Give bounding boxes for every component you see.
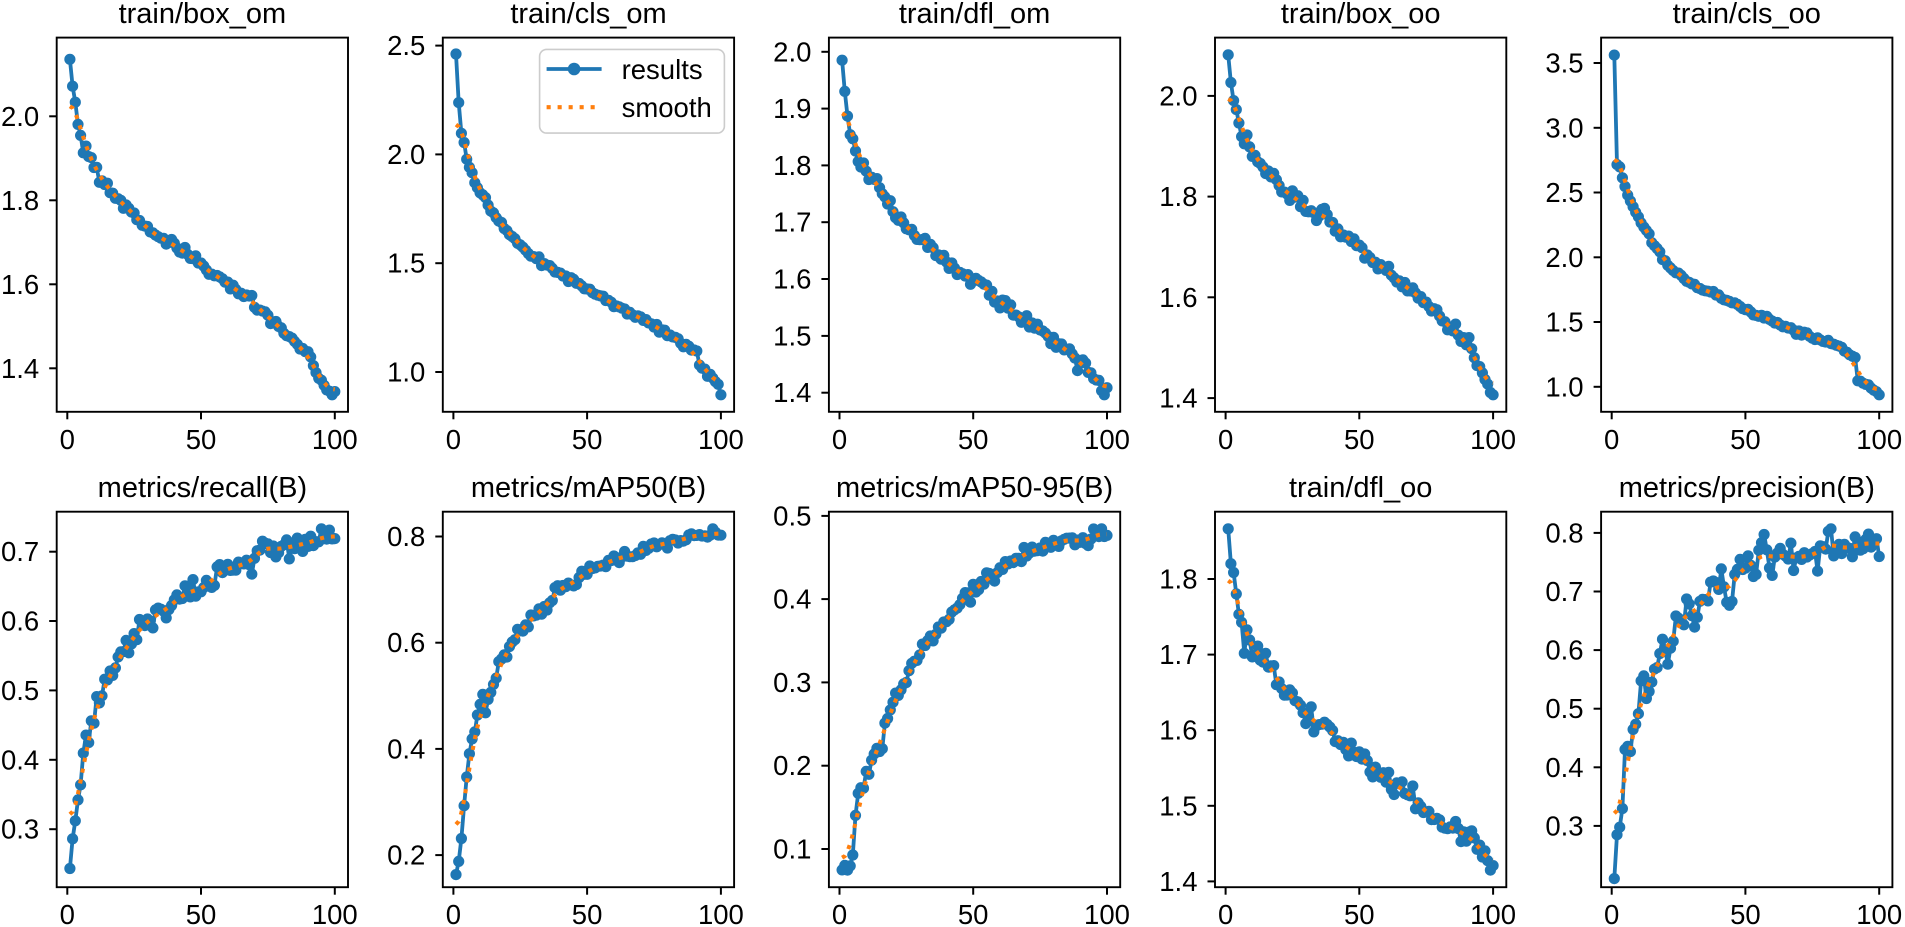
svg-text:50: 50 [572,899,603,927]
svg-text:train/cls_oo: train/cls_oo [1673,0,1821,30]
svg-text:1.6: 1.6 [1,269,39,300]
svg-text:2.0: 2.0 [773,36,811,67]
svg-text:50: 50 [572,424,603,455]
svg-text:0.8: 0.8 [387,521,425,552]
svg-text:0: 0 [1218,424,1233,455]
svg-text:0.1: 0.1 [773,834,811,865]
svg-text:train/dfl_om: train/dfl_om [899,0,1051,30]
svg-text:0.6: 0.6 [1545,635,1583,666]
svg-text:train/cls_om: train/cls_om [510,0,666,30]
svg-text:1.7: 1.7 [1159,639,1197,670]
svg-text:2.5: 2.5 [1545,177,1583,208]
svg-text:1.5: 1.5 [1159,790,1197,821]
svg-text:0.5: 0.5 [1,675,39,706]
svg-text:1.4: 1.4 [773,377,811,408]
svg-text:100: 100 [1084,424,1130,455]
svg-text:1.8: 1.8 [1159,564,1197,595]
svg-text:0.6: 0.6 [1,606,39,637]
svg-text:metrics/mAP50(B): metrics/mAP50(B) [471,472,706,504]
svg-text:metrics/mAP50-95(B): metrics/mAP50-95(B) [836,472,1113,504]
svg-text:0.5: 0.5 [1545,693,1583,724]
svg-text:train/box_oo: train/box_oo [1281,0,1441,30]
svg-text:2.5: 2.5 [387,30,425,61]
svg-text:1.0: 1.0 [387,357,425,388]
svg-text:1.6: 1.6 [1159,715,1197,746]
svg-text:0.7: 0.7 [1545,576,1583,607]
svg-text:0.3: 0.3 [1545,810,1583,841]
svg-text:50: 50 [1344,899,1375,927]
svg-text:100: 100 [698,424,744,455]
svg-text:0.3: 0.3 [1,814,39,845]
svg-text:1.4: 1.4 [1159,866,1197,897]
svg-text:1.7: 1.7 [773,207,811,238]
svg-text:1.8: 1.8 [1159,181,1197,212]
svg-text:0.6: 0.6 [387,627,425,658]
svg-text:2.0: 2.0 [1545,242,1583,273]
svg-text:100: 100 [1856,899,1902,927]
svg-text:1.6: 1.6 [773,264,811,295]
svg-text:50: 50 [186,424,217,455]
svg-text:0.8: 0.8 [1545,517,1583,548]
svg-text:1.8: 1.8 [773,150,811,181]
svg-text:0.4: 0.4 [1,744,39,775]
svg-text:results: results [622,54,703,85]
svg-text:50: 50 [1344,424,1375,455]
svg-text:0: 0 [832,424,847,455]
svg-text:1.5: 1.5 [773,320,811,351]
svg-text:0.3: 0.3 [773,667,811,698]
svg-text:0: 0 [1218,899,1233,927]
svg-text:0: 0 [1604,899,1619,927]
svg-text:0: 0 [1604,424,1619,455]
svg-text:1.8: 1.8 [1,185,39,216]
svg-text:100: 100 [698,899,744,927]
svg-text:3.5: 3.5 [1545,48,1583,79]
svg-text:0: 0 [446,424,461,455]
svg-text:1.4: 1.4 [1,353,39,384]
svg-text:1.5: 1.5 [1545,307,1583,338]
svg-text:0.7: 0.7 [1,536,39,567]
svg-text:50: 50 [958,899,989,927]
svg-text:50: 50 [186,899,217,927]
svg-text:50: 50 [958,424,989,455]
svg-text:2.0: 2.0 [1,101,39,132]
svg-text:100: 100 [1470,899,1516,927]
svg-text:metrics/precision(B): metrics/precision(B) [1619,472,1875,504]
svg-text:2.0: 2.0 [1159,80,1197,111]
svg-text:50: 50 [1730,899,1761,927]
svg-text:1.4: 1.4 [1159,383,1197,414]
svg-text:0.2: 0.2 [773,750,811,781]
svg-text:0: 0 [832,899,847,927]
svg-text:0.4: 0.4 [773,584,811,615]
svg-text:smooth: smooth [622,92,712,123]
svg-text:0: 0 [60,899,75,927]
svg-text:1.5: 1.5 [387,248,425,279]
svg-text:1.6: 1.6 [1159,282,1197,313]
svg-text:100: 100 [1856,424,1902,455]
svg-text:100: 100 [312,899,358,927]
svg-text:0: 0 [446,899,461,927]
svg-text:100: 100 [1470,424,1516,455]
svg-text:0.2: 0.2 [387,840,425,871]
svg-text:50: 50 [1730,424,1761,455]
svg-text:0.5: 0.5 [773,500,811,531]
svg-text:3.0: 3.0 [1545,112,1583,143]
svg-text:metrics/recall(B): metrics/recall(B) [98,472,307,504]
svg-text:0.4: 0.4 [1545,752,1583,783]
svg-text:1.9: 1.9 [773,93,811,124]
svg-text:1.0: 1.0 [1545,371,1583,402]
svg-text:100: 100 [312,424,358,455]
svg-text:0.4: 0.4 [387,733,425,764]
svg-text:0: 0 [60,424,75,455]
svg-text:100: 100 [1084,899,1130,927]
svg-text:train/dfl_oo: train/dfl_oo [1289,472,1433,504]
svg-text:train/box_om: train/box_om [119,0,287,30]
svg-text:2.0: 2.0 [387,139,425,170]
